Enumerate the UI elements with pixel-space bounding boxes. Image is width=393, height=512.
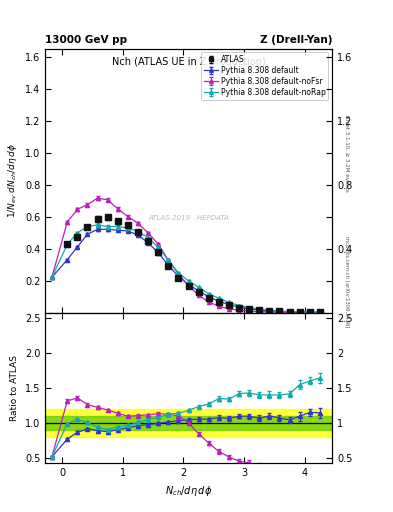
Text: Nch (ATLAS UE in Z production): Nch (ATLAS UE in Z production) (112, 56, 266, 67)
Legend: ATLAS, Pythia 8.308 default, Pythia 8.308 default-noFsr, Pythia 8.308 default-no: ATLAS, Pythia 8.308 default, Pythia 8.30… (201, 52, 328, 99)
Text: mcplots.cern.ch [arXiv:1306.3436]: mcplots.cern.ch [arXiv:1306.3436] (344, 236, 349, 327)
Bar (45, 416, 332, 430)
Y-axis label: Ratio to ATLAS: Ratio to ATLAS (10, 355, 19, 421)
Text: 13000 GeV pp: 13000 GeV pp (45, 35, 127, 45)
Bar (45, 409, 332, 437)
Text: Rivet 3.1.10, ≥ 3.2M events: Rivet 3.1.10, ≥ 3.2M events (344, 115, 349, 192)
Text: ATLAS-2019   HEPDATA: ATLAS-2019 HEPDATA (148, 215, 229, 221)
X-axis label: $N_{ch}/d\eta\,d\phi$: $N_{ch}/d\eta\,d\phi$ (165, 484, 212, 498)
Y-axis label: $1/N_{ev}\;dN_{ch}/d\eta\,d\phi$: $1/N_{ev}\;dN_{ch}/d\eta\,d\phi$ (6, 143, 19, 218)
Text: Z (Drell-Yan): Z (Drell-Yan) (260, 35, 332, 45)
